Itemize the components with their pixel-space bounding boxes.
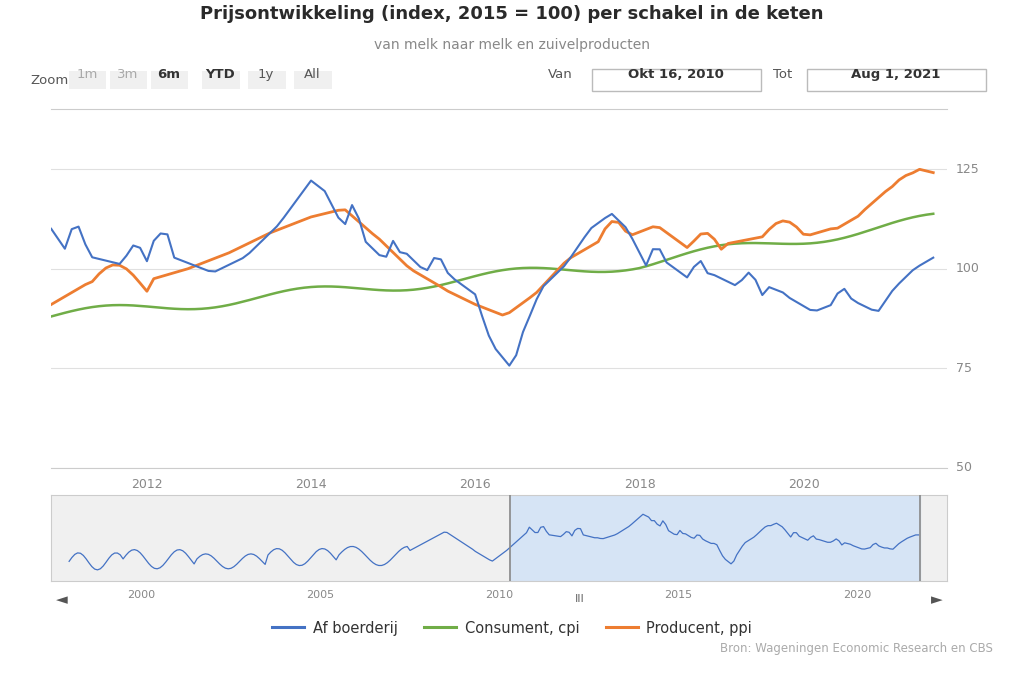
- Text: 3m: 3m: [118, 68, 138, 81]
- Text: Okt 16, 2010: Okt 16, 2010: [628, 68, 724, 81]
- FancyBboxPatch shape: [248, 71, 286, 89]
- FancyBboxPatch shape: [807, 69, 986, 91]
- Text: 1y: 1y: [258, 68, 274, 81]
- Text: 6m: 6m: [158, 68, 180, 81]
- Text: Tot: Tot: [773, 68, 793, 81]
- FancyBboxPatch shape: [110, 71, 147, 89]
- FancyBboxPatch shape: [69, 71, 106, 89]
- Text: Aug 1, 2021: Aug 1, 2021: [851, 68, 941, 81]
- FancyBboxPatch shape: [202, 71, 240, 89]
- Text: 1m: 1m: [77, 68, 97, 81]
- Text: YTD: YTD: [205, 68, 236, 81]
- FancyBboxPatch shape: [294, 71, 332, 89]
- Text: 75: 75: [955, 362, 972, 375]
- Text: All: All: [304, 68, 321, 81]
- Text: ◄: ◄: [55, 592, 68, 607]
- Legend: Af boerderij, Consument, cpi, Producent, ppi: Af boerderij, Consument, cpi, Producent,…: [266, 615, 758, 642]
- Text: Zoom: Zoom: [31, 74, 69, 87]
- Text: ►: ►: [931, 592, 943, 607]
- FancyBboxPatch shape: [151, 71, 188, 89]
- FancyBboxPatch shape: [592, 69, 761, 91]
- Text: Van: Van: [548, 68, 572, 81]
- Text: 125: 125: [955, 163, 979, 176]
- Bar: [51, 495, 510, 581]
- Text: Bron: Wageningen Economic Research en CBS: Bron: Wageningen Economic Research en CB…: [721, 642, 993, 655]
- Text: 50: 50: [955, 461, 972, 475]
- Text: Prijsontwikkeling (index, 2015 = 100) per schakel in de keten: Prijsontwikkeling (index, 2015 = 100) pe…: [201, 5, 823, 23]
- Bar: [510, 495, 921, 581]
- Text: van melk naar melk en zuivelproducten: van melk naar melk en zuivelproducten: [374, 38, 650, 52]
- Text: 100: 100: [955, 262, 979, 275]
- Text: III: III: [574, 594, 585, 604]
